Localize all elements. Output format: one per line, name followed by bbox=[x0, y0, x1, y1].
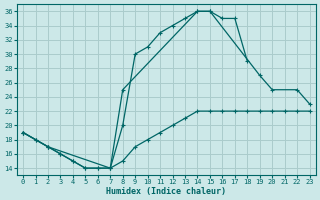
X-axis label: Humidex (Indice chaleur): Humidex (Indice chaleur) bbox=[106, 187, 226, 196]
